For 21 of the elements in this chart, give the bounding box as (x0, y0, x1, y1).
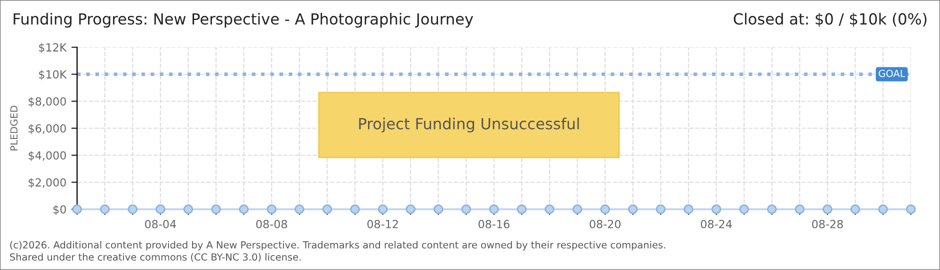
x-tick-label: 08-28 (812, 220, 843, 228)
y-tick-label: $10K (39, 70, 67, 80)
y-tick-label: $4,000 (28, 151, 66, 162)
chart-title: Funding Progress: New Perspective - A Photographic Journey (14, 12, 474, 28)
y-axis-title: PLEDGED (10, 106, 18, 150)
y-tick-label: $12K (39, 43, 67, 54)
y-tick-label: $8,000 (28, 97, 66, 108)
x-tick-label: 08-16 (478, 220, 510, 228)
y-tick-label: $0 (53, 205, 66, 216)
x-tick-label: 08-12 (367, 220, 398, 228)
text: (c)2026. Additional content provided by A New Perspective. Trademarks and related content are owned by their respective companies. (10, 240, 666, 250)
text: Shared under the creative commons (CC BY-NC 3.0) license. (10, 253, 301, 262)
y-tick-label: $6,000 (28, 124, 66, 134)
x-tick-label: 08-20 (590, 220, 621, 228)
ref-line-label: GOAL (878, 70, 906, 78)
chart-subtitle: Closed at: $0 / $10k (0%) (734, 12, 926, 27)
x-tick-label: 08-04 (145, 220, 176, 228)
y-tick-label: $2,000 (28, 178, 66, 188)
annotation: Project Funding Unsuccessful (359, 118, 579, 132)
x-tick-label: 08-24 (700, 220, 732, 228)
x-tick-label: 08-08 (256, 220, 288, 228)
